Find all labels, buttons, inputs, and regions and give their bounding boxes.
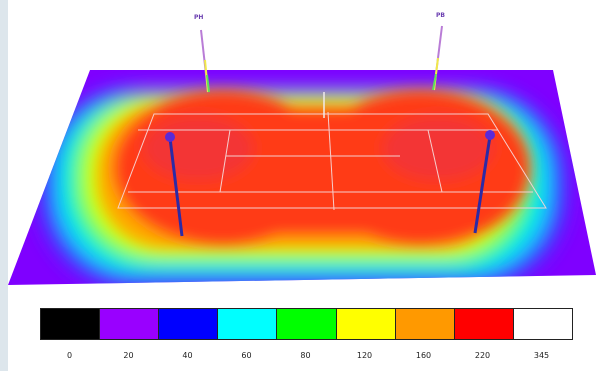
court-outline (117, 113, 547, 209)
pole-front-right (473, 130, 495, 234)
illuminance-figure: PH PB 0 20 40 60 80 120 160 220 345 (8, 0, 596, 371)
legend-tick-5: 120 (356, 351, 373, 360)
legend-tick-8: 345 (533, 351, 550, 360)
legend-tick-2: 40 (182, 351, 193, 360)
illuminance-3d-scene: PH PB (8, 12, 596, 285)
legend-swatch-1 (100, 309, 160, 339)
court-lines (117, 111, 547, 211)
legend-tick-3: 60 (241, 351, 252, 360)
legend-tick-0: 0 (66, 351, 73, 360)
legend-color-bar (40, 308, 573, 340)
floodlight-front-left (165, 132, 175, 142)
legend-swatch-2 (159, 309, 219, 339)
illuminance-heatmap (8, 70, 596, 285)
pole-back-left-tag: PH (194, 14, 203, 21)
pole-front-left (165, 132, 184, 237)
legend-swatch-0 (41, 309, 101, 339)
legend-swatch-4 (277, 309, 337, 339)
legend-tick-labels: 0 20 40 60 80 120 160 220 345 (40, 351, 571, 363)
floodlight-front-right (485, 130, 495, 140)
legend-swatch-3 (218, 309, 278, 339)
court-net (327, 111, 335, 211)
legend-swatch-8 (513, 309, 572, 339)
legend-tick-7: 220 (474, 351, 491, 360)
pole-back-left: PH (194, 14, 210, 93)
pole-back-right: PB (432, 12, 445, 91)
legend-swatch-7 (454, 309, 514, 339)
legend-swatch-5 (336, 309, 396, 339)
legend-tick-6: 160 (415, 351, 432, 360)
legend-tick-4: 80 (300, 351, 311, 360)
legend-tick-1: 20 (123, 351, 134, 360)
pole-back-right-tag: PB (436, 12, 445, 19)
legend-swatch-6 (395, 309, 455, 339)
